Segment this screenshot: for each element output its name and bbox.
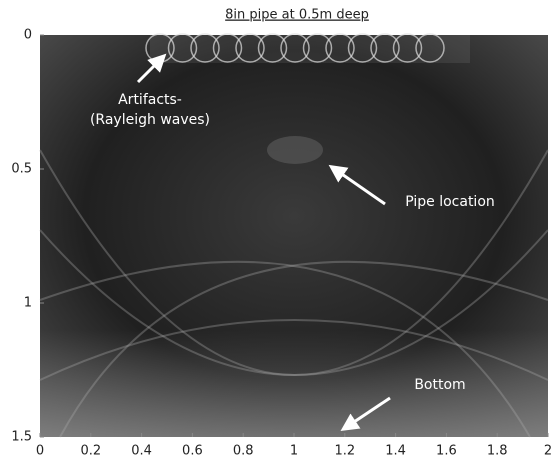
- artifact-band: [150, 35, 470, 63]
- artifact-ring: [302, 33, 333, 63]
- x-tick-label: 0: [36, 444, 44, 459]
- artifact-ring: [325, 33, 355, 63]
- x-tick-label: 1.8: [487, 444, 508, 459]
- y-tick-label: 0.5: [11, 162, 32, 177]
- artifact-ring: [167, 33, 198, 63]
- x-tick-label: 1: [290, 444, 298, 459]
- annotation-arrow: [340, 396, 391, 431]
- x-tick-label: 2: [544, 444, 552, 459]
- artifact-ring: [280, 33, 310, 63]
- artifact-ring: [370, 33, 400, 63]
- x-tick-label: 1.2: [334, 444, 355, 459]
- x-tick-label: 1.4: [385, 444, 406, 459]
- image: [39, 33, 549, 438]
- artifact-ring: [415, 33, 445, 63]
- chart-title: 8in pipe at 0.5m deep: [225, 8, 369, 23]
- y-tick-label: 1: [24, 296, 32, 311]
- x-tick-label: 0.2: [80, 444, 101, 459]
- annotation: Pipe location: [405, 194, 495, 210]
- artifact-ring: [392, 33, 423, 63]
- artifact-ring: [212, 33, 243, 63]
- artifact-ring: [190, 33, 220, 63]
- y-tick-label: 1.5: [11, 430, 32, 445]
- annotation-arrow: [136, 53, 167, 84]
- artifact-ring: [257, 33, 288, 63]
- x-tick-label: 0.4: [131, 444, 152, 459]
- annotation: (Rayleigh waves): [90, 112, 210, 128]
- x-tick-label: 0.6: [182, 444, 203, 459]
- artifact-ring: [347, 33, 378, 63]
- x-tick-label: 1.6: [436, 444, 457, 459]
- annotation-arrow: [328, 164, 386, 206]
- annotation: Artifacts-: [118, 92, 182, 108]
- annotation: Bottom: [414, 377, 465, 393]
- artifact-ring: [235, 33, 265, 63]
- y-tick-label: 0: [24, 28, 32, 43]
- x-tick-label: 0.8: [233, 444, 254, 459]
